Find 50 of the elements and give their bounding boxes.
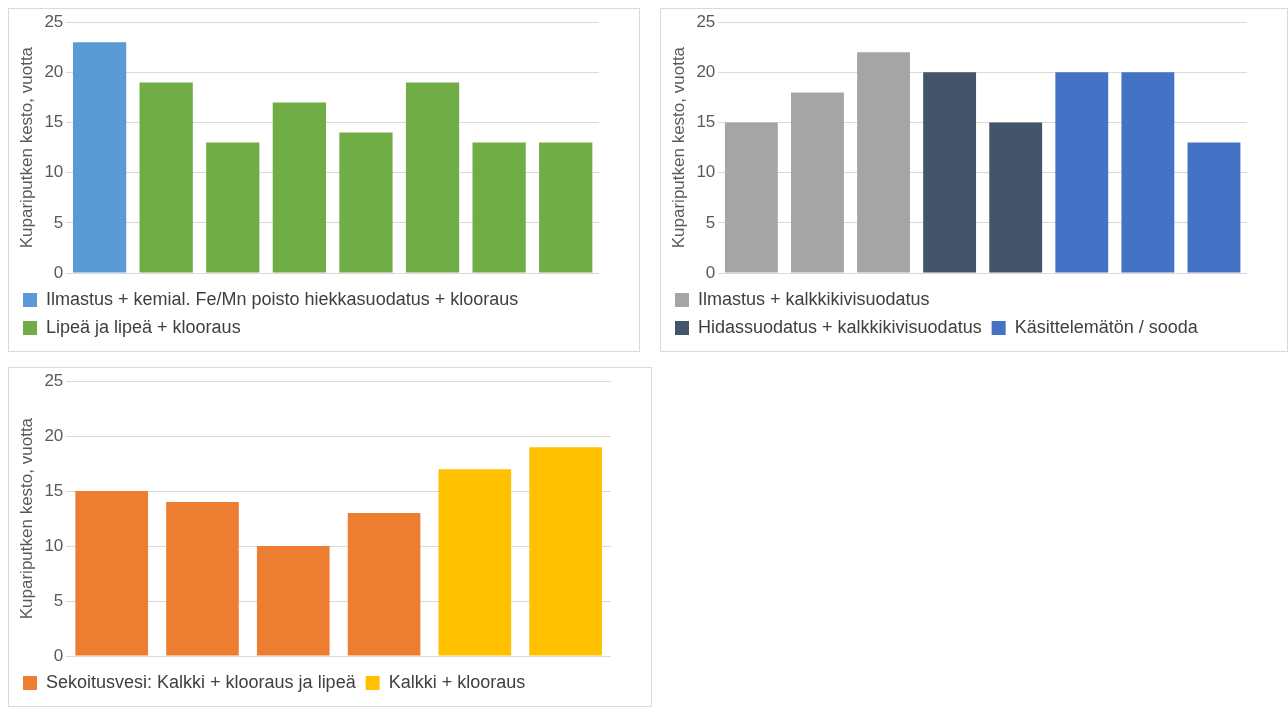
legend-label: Käsittelemätön / sooda	[1014, 316, 1199, 337]
y-axis-title: Kupariputken kesto, vuotta	[16, 417, 36, 620]
y-tick-label: 20	[44, 425, 64, 445]
bar	[72, 42, 127, 273]
y-tick-label: 25	[696, 11, 716, 31]
y-tick-label: 0	[705, 262, 716, 282]
legend-label: Ilmastus + kemial. Fe/Mn poisto hiekkasuodatus + klooraus	[46, 288, 519, 309]
y-tick-label: 0	[53, 262, 64, 282]
bar	[1055, 72, 1109, 273]
bar	[206, 142, 260, 273]
bar	[1121, 72, 1175, 273]
y-tick-label: 25	[44, 370, 64, 390]
y-tick-label: 15	[44, 112, 64, 132]
y-tick-label: 15	[696, 112, 716, 132]
bar	[923, 72, 977, 273]
y-tick-label: 20	[696, 62, 716, 82]
legend-label: Lipeä ja lipeä + klooraus	[46, 316, 241, 337]
bar	[724, 122, 778, 273]
legend-label: Ilmastus + kalkkikivisuodatus	[698, 288, 930, 309]
bar	[857, 52, 910, 273]
legend-label: Hidassuodatus + kalkkikivisuodatus	[698, 316, 982, 337]
y-tick-label: 10	[44, 162, 64, 182]
bar	[438, 469, 512, 656]
bar	[1187, 142, 1241, 273]
y-tick-label: 10	[44, 535, 64, 555]
legend-label: Sekoitusvesi: Kalkki + klooraus ja lipeä	[46, 671, 357, 692]
bar	[339, 132, 393, 273]
y-tick-label: 15	[44, 480, 64, 500]
bar	[989, 122, 1043, 273]
bar	[75, 491, 149, 656]
y-axis-title: Kupariputken kesto, vuotta	[668, 46, 688, 249]
bar	[166, 502, 239, 656]
bar	[529, 447, 602, 656]
y-tick-label: 5	[705, 212, 716, 232]
y-tick-label: 5	[53, 590, 64, 610]
bar	[256, 546, 330, 656]
bar	[539, 142, 593, 273]
y-tick-label: 0	[53, 645, 64, 665]
y-tick-label: 10	[696, 162, 716, 182]
y-axis-title: Kupariputken kesto, vuotta	[16, 46, 36, 249]
bar	[139, 82, 193, 273]
bar	[472, 142, 526, 273]
bar	[272, 102, 326, 273]
bar	[405, 82, 460, 273]
y-tick-label: 25	[44, 11, 64, 31]
bar	[791, 92, 844, 273]
y-tick-label: 20	[44, 62, 64, 82]
bar	[347, 513, 421, 656]
legend-label: Kalkki + klooraus	[388, 671, 526, 692]
y-tick-label: 5	[53, 212, 64, 232]
